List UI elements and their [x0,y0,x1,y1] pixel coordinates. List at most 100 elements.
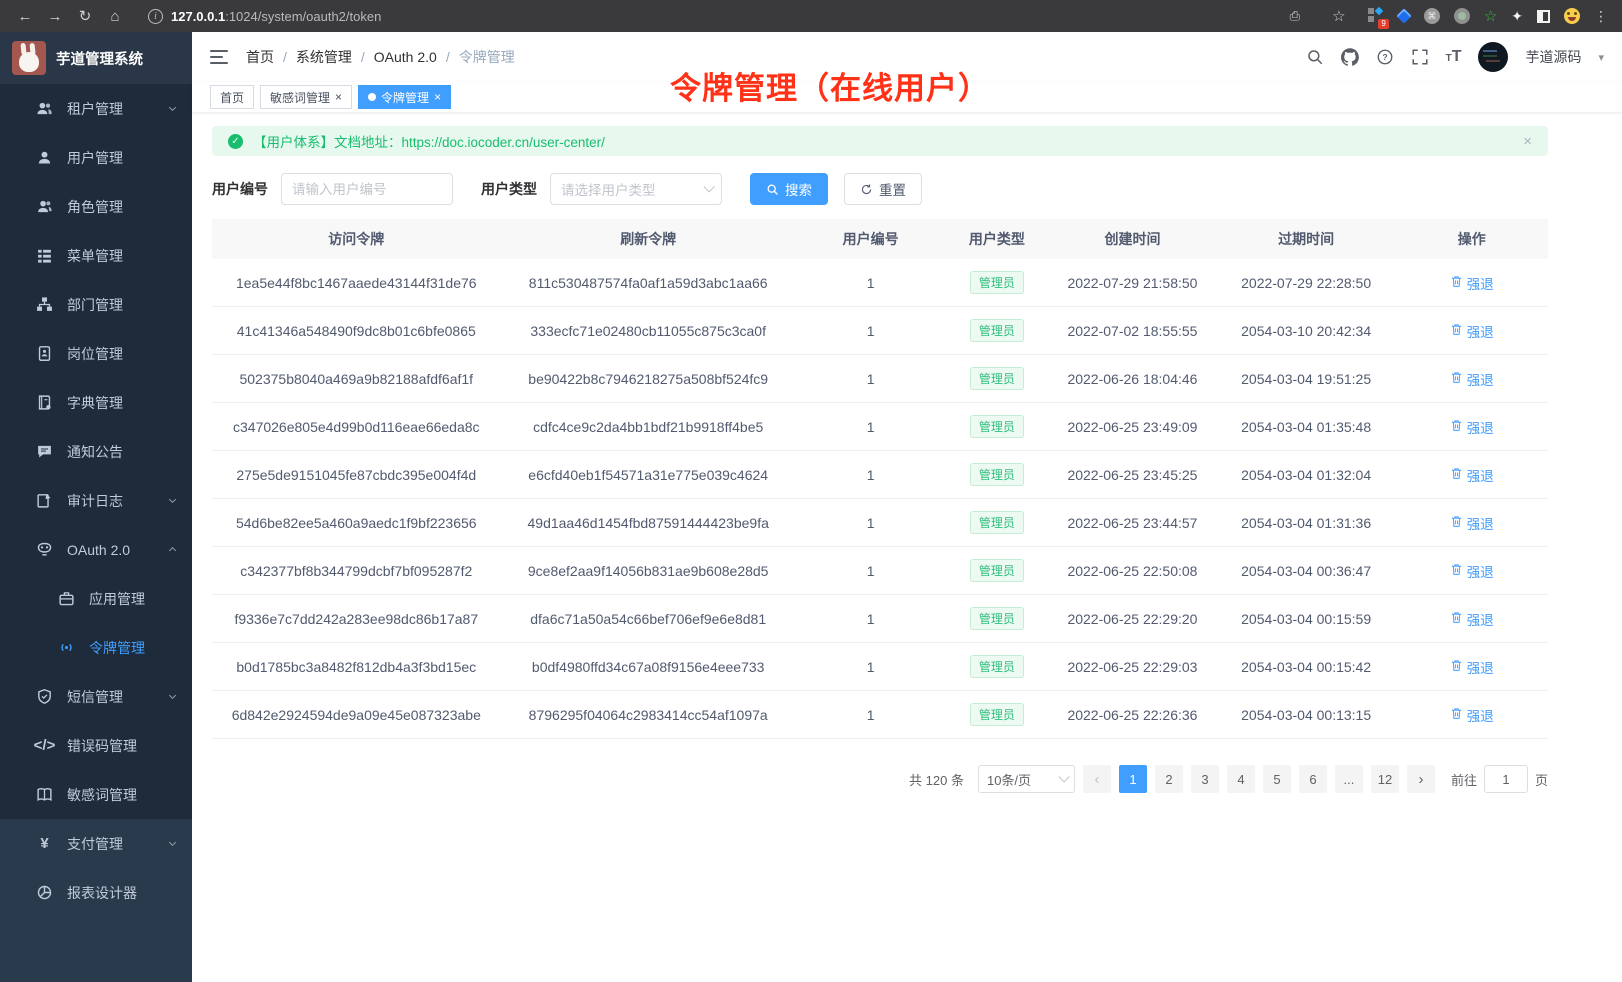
goto-page-input[interactable] [1483,765,1528,793]
force-logout-button[interactable]: 强退 [1450,657,1494,677]
force-logout-button[interactable]: 强退 [1450,561,1494,581]
tab-sensitive-word[interactable]: 敏感词管理 × [260,85,353,109]
sidebar-item-sms[interactable]: 短信管理 [0,672,192,721]
user-type-cell: 管理员 [945,511,1048,534]
back-icon[interactable]: ← [17,7,33,25]
tab-home[interactable]: 首页 [210,85,255,109]
chevron-down-icon[interactable]: ▾ [1598,51,1604,64]
user-name[interactable]: 芋道源码 [1525,49,1582,65]
bookmark-star-icon[interactable]: ☆ [1332,8,1346,25]
app-logo[interactable]: 芋道管理系统 [0,32,192,84]
tab-label: 敏感词管理 [270,90,331,105]
tab-token[interactable]: 令牌管理 × [358,85,452,109]
forward-icon[interactable]: → [47,7,63,25]
page-button-3[interactable]: 3 [1190,765,1219,793]
reset-button[interactable]: 重置 [844,173,922,205]
user-type-tag: 管理员 [969,319,1024,342]
sidebar-item-oauth2-app[interactable]: 应用管理 [0,574,192,623]
sidebar-item-error-code[interactable]: </> 错误码管理 [0,721,192,770]
next-page-button[interactable]: › [1406,765,1435,793]
breadcrumb-item: 令牌管理 [458,49,515,65]
extension-grid-icon[interactable]: 9 [1367,6,1389,29]
page-button-5[interactable]: 5 [1262,765,1291,793]
force-logout-button[interactable]: 强退 [1450,369,1494,389]
created-time-cell: 2022-06-25 23:44:57 [1067,514,1198,531]
force-logout-button[interactable]: 强退 [1450,273,1494,293]
force-logout-button[interactable]: 强退 [1450,513,1494,533]
dot-extension-icon[interactable] [1453,8,1470,24]
share-icon[interactable]: ⎙ [1289,8,1301,23]
tab-close-icon[interactable]: × [434,90,442,104]
sidebar-item-user[interactable]: 用户管理 [0,133,192,182]
page-button-1[interactable]: 1 [1118,765,1147,793]
breadcrumb-item[interactable]: 系统管理 [295,49,352,65]
page-button-12[interactable]: 12 [1370,765,1399,793]
doc-link[interactable]: https://doc.iocoder.cn/user-center/ [401,135,605,150]
search-icon[interactable] [1306,48,1324,66]
sidebar-item-notice[interactable]: 通知公告 [0,427,192,476]
help-icon[interactable]: ? [1376,48,1394,66]
sidebar-item-tenant[interactable]: 租户管理 [0,84,192,133]
alert-close-icon[interactable]: × [1523,132,1532,150]
home-icon[interactable]: ⌂ [110,7,120,25]
sidebar-item-label: 短信管理 [67,688,123,705]
sidebar-item-oauth2[interactable]: OAuth 2.0 [0,525,192,574]
star-extension-icon[interactable]: ☆ [1483,8,1498,25]
force-logout-button[interactable]: 强退 [1450,417,1494,437]
chevron-down-icon [1058,771,1070,783]
force-logout-button[interactable]: 强退 [1450,465,1494,485]
column-header: 刷新令牌 [620,231,677,247]
gem-extension-icon[interactable] [1396,8,1412,24]
sidebar-item-dept[interactable]: 部门管理 [0,280,192,329]
sidebar-item-pay[interactable]: ¥ 支付管理 [0,819,192,868]
more-pages-button[interactable]: ... [1334,765,1363,793]
sidebar-item-report-designer[interactable]: 报表设计器 [0,868,192,917]
breadcrumb-item[interactable]: OAuth 2.0 [373,49,437,65]
site-info-icon[interactable]: i [148,8,163,24]
sidebar-item-oauth2-token[interactable]: 令牌管理 [0,623,192,672]
reload-icon[interactable]: ↻ [78,8,92,25]
sidebar-item-role[interactable]: 角色管理 [0,182,192,231]
tab-close-icon[interactable]: × [335,90,343,104]
sidebar-item-audit-log[interactable]: 审计日志 [0,476,192,525]
chevron-down-icon [167,691,178,702]
user-type-label: 用户类型 [481,181,537,197]
user-type-cell: 管理员 [945,271,1048,294]
browser-menu-icon[interactable]: ⋮ [1594,7,1608,24]
prev-page-button[interactable]: ‹ [1082,765,1111,793]
address-bar[interactable]: i 127.0.0.1:1024/system/oauth2/token [148,8,1280,24]
fullscreen-icon[interactable] [1411,48,1429,66]
user-type-select[interactable]: 请选择用户类型 [550,173,722,205]
force-logout-button[interactable]: 强退 [1450,321,1494,341]
search-button[interactable]: 搜索 [750,173,828,205]
sidebar-menu-lower: ¥ 支付管理 报表设计器 [0,819,192,982]
page-button-6[interactable]: 6 [1298,765,1327,793]
user-id-input[interactable] [281,173,453,205]
browser-toolbar: ← → ↻ ⌂ i 127.0.0.1:1024/system/oauth2/t… [0,0,1622,32]
collapse-sidebar-icon[interactable] [210,50,228,64]
sidebar-item-menu[interactable]: 菜单管理 [0,231,192,280]
page-size-select[interactable]: 10条/页 [977,765,1075,793]
reset-button-label: 重置 [879,183,906,198]
sms-icon [36,688,53,705]
page-button-2[interactable]: 2 [1154,765,1183,793]
split-screen-icon[interactable] [1537,9,1550,23]
user-type-tag: 管理员 [969,415,1024,438]
user-id-cell: 1 [866,514,875,531]
command-extension-icon[interactable]: ⌘ [1423,8,1440,24]
breadcrumb-item[interactable]: 首页 [246,49,274,65]
sidebar-item-sensitive-word[interactable]: 敏感词管理 [0,770,192,819]
page-button-4[interactable]: 4 [1226,765,1255,793]
emoji-extension-icon[interactable] [1564,8,1580,24]
user-avatar[interactable] [1478,42,1509,72]
chevron-up-icon [167,544,178,555]
github-icon[interactable] [1340,48,1359,66]
sidebar-item-post[interactable]: 岗位管理 [0,329,192,378]
sidebar-item-dict[interactable]: 字典管理 [0,378,192,427]
user-id-cell: 1 [866,466,875,483]
force-logout-button[interactable]: 强退 [1450,705,1494,725]
font-size-icon[interactable]: TT [1445,48,1462,65]
force-logout-button[interactable]: 强退 [1450,609,1494,629]
active-tab-dot [368,93,377,101]
puzzle-extension-icon[interactable]: ✦ [1511,7,1523,24]
